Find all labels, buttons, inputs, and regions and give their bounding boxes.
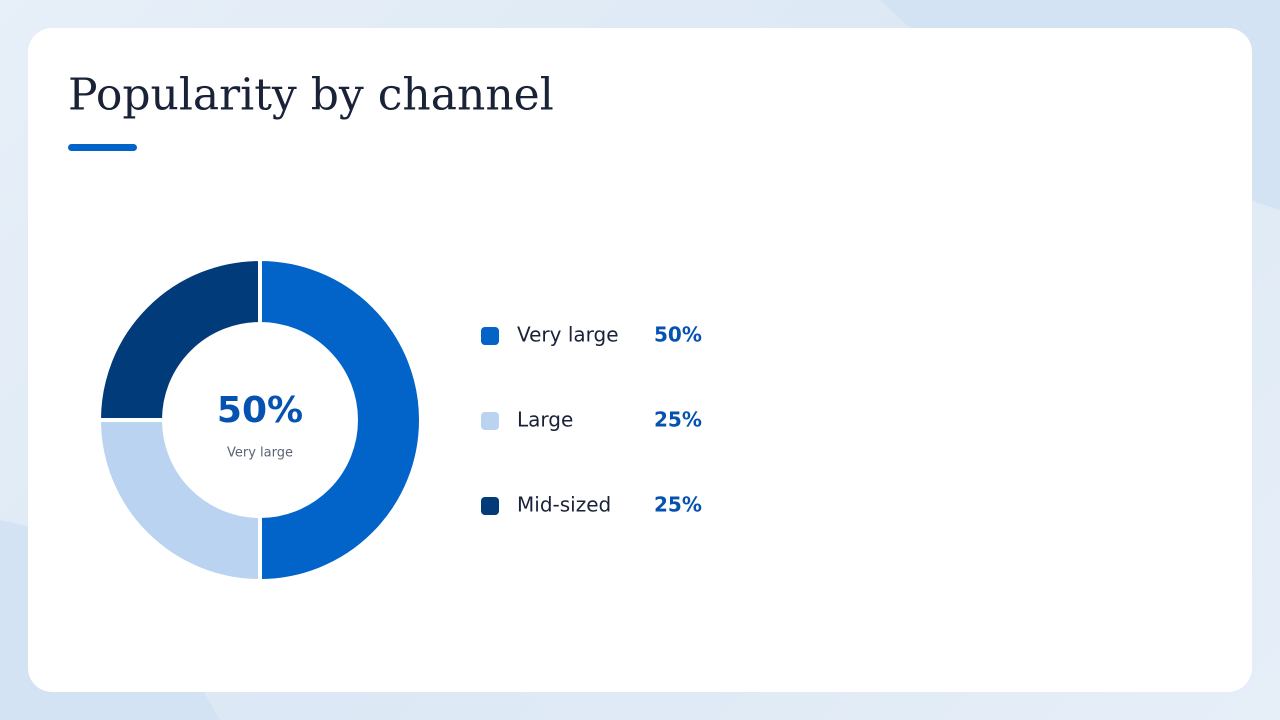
title-underline: [68, 144, 137, 151]
legend-label: Large: [517, 408, 573, 432]
donut-segment: [96, 418, 262, 584]
card: [28, 28, 1252, 692]
legend-swatch: [481, 327, 499, 345]
donut-segment: [96, 256, 262, 422]
legend-value: 25%: [654, 493, 702, 517]
legend-value: 25%: [654, 408, 702, 432]
center-value: 50%: [217, 390, 303, 431]
donut-segment: [258, 256, 423, 584]
center-label: Very large: [227, 446, 293, 461]
legend-swatch: [481, 497, 499, 515]
legend-label: Very large: [517, 323, 619, 347]
donut: [96, 256, 423, 584]
legend-value: 50%: [654, 323, 702, 347]
chart-title: Popularity by channel: [68, 70, 554, 121]
legend-swatch: [481, 412, 499, 430]
legend: Very large 50% Large 25% Mid-sized 25%: [481, 323, 702, 517]
legend-label: Mid-sized: [517, 493, 611, 517]
